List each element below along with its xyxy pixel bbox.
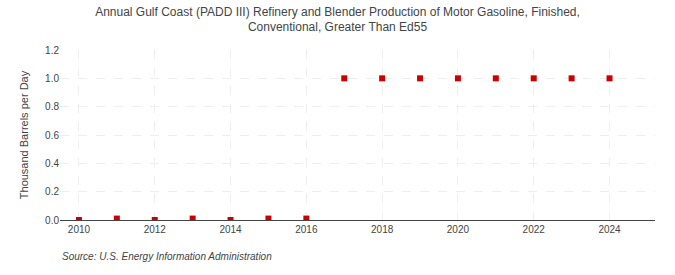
- svg-text:0.4: 0.4: [45, 158, 59, 169]
- svg-text:Annual Gulf Coast (PADD III) R: Annual Gulf Coast (PADD III) Refinery an…: [95, 5, 580, 35]
- svg-text:2012: 2012: [144, 224, 167, 235]
- svg-text:0.2: 0.2: [45, 186, 59, 197]
- svg-text:1.0: 1.0: [45, 73, 59, 84]
- svg-text:0.0: 0.0: [45, 215, 59, 226]
- svg-text:2018: 2018: [371, 224, 394, 235]
- svg-text:2010: 2010: [68, 224, 91, 235]
- svg-text:2024: 2024: [598, 224, 621, 235]
- svg-text:Source: U.S. Energy Informatio: Source: U.S. Energy Information Administ…: [62, 251, 272, 262]
- svg-text:2020: 2020: [447, 224, 470, 235]
- svg-text:2022: 2022: [523, 224, 546, 235]
- svg-text:Thousand Barrels per Day: Thousand Barrels per Day: [18, 70, 30, 199]
- svg-text:2014: 2014: [219, 224, 242, 235]
- svg-text:1.2: 1.2: [45, 45, 59, 56]
- svg-text:0.8: 0.8: [45, 101, 59, 112]
- svg-text:2016: 2016: [295, 224, 318, 235]
- svg-text:0.6: 0.6: [45, 130, 59, 141]
